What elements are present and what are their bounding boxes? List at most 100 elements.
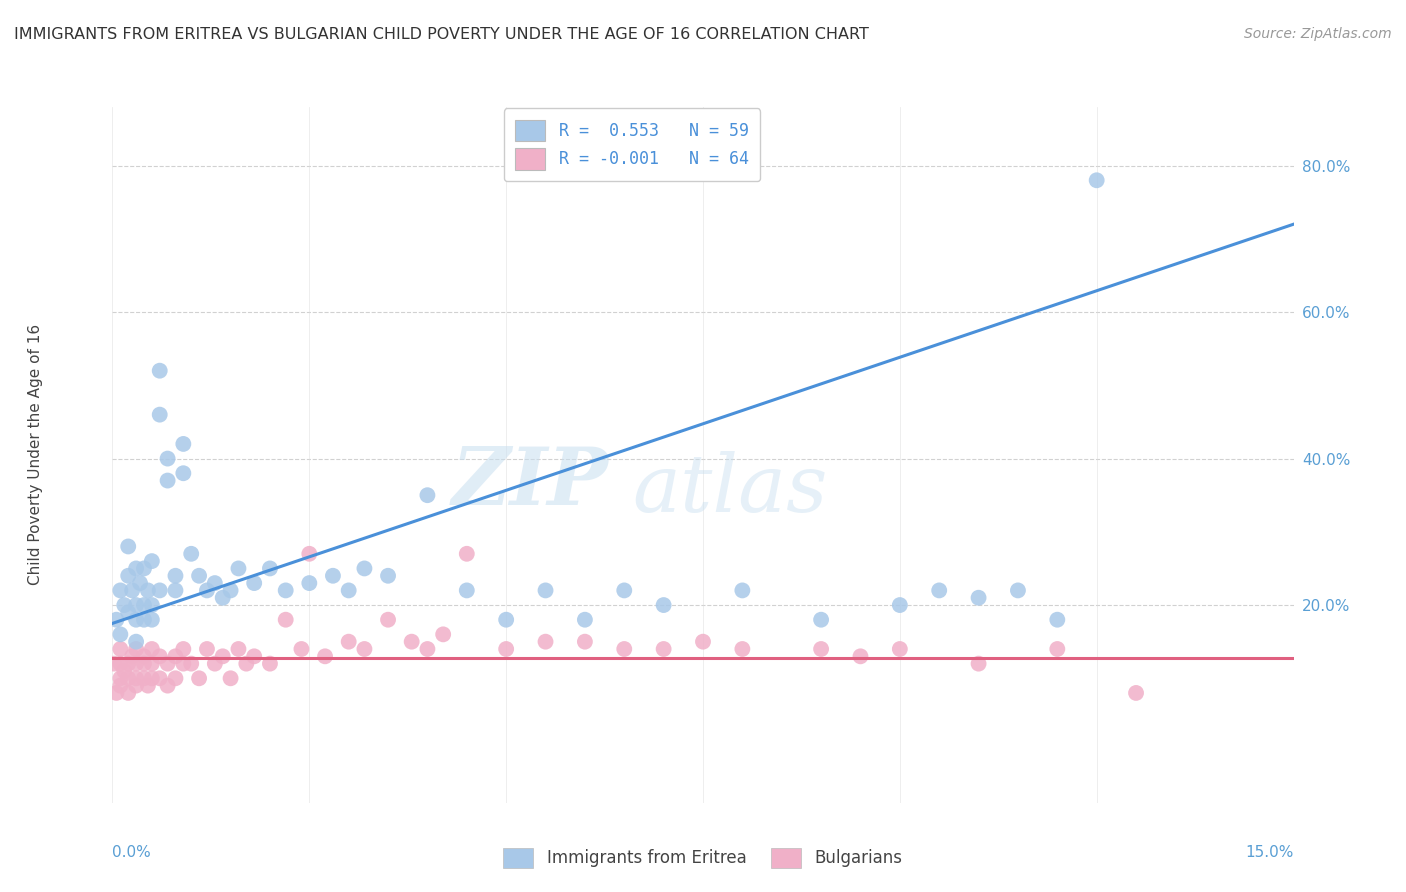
Point [574,634,596,648]
Point [165,583,187,598]
Point [141,598,163,612]
Point [204,576,226,591]
Point [125,598,148,612]
Point [125,613,148,627]
Point [117,671,139,685]
Point [132,649,155,664]
Text: atlas: atlas [633,451,828,528]
Point [149,671,172,685]
Point [141,642,163,657]
Point [141,554,163,568]
Point [110,679,132,693]
Point [534,583,557,598]
Point [121,649,143,664]
Point [353,642,375,657]
Text: 0.0%: 0.0% [112,845,152,860]
Point [259,657,281,671]
Text: Source: ZipAtlas.com: Source: ZipAtlas.com [1244,27,1392,41]
Point [416,642,439,657]
Legend: Immigrants from Eritrea, Bulgarians: Immigrants from Eritrea, Bulgarians [496,841,910,875]
Point [1125,686,1147,700]
Point [495,613,517,627]
Point [132,613,155,627]
Point [103,657,125,671]
Point [652,598,675,612]
Point [1046,613,1069,627]
Point [105,686,128,700]
Point [165,649,187,664]
Point [495,642,517,657]
Point [849,649,872,664]
Point [125,561,148,575]
Point [156,657,179,671]
Point [731,642,754,657]
Point [117,686,139,700]
Point [125,671,148,685]
Point [110,583,132,598]
Point [117,657,139,671]
Point [112,664,135,678]
Point [172,437,194,451]
Point [574,613,596,627]
Point [110,657,132,671]
Text: Child Poverty Under the Age of 16: Child Poverty Under the Age of 16 [28,325,44,585]
Text: ZIP: ZIP [451,444,609,522]
Point [243,649,266,664]
Point [1046,642,1069,657]
Point [219,583,242,598]
Point [136,583,159,598]
Point [322,568,344,582]
Point [180,657,202,671]
Point [195,642,218,657]
Point [149,364,172,378]
Point [110,671,132,685]
Point [141,671,163,685]
Point [165,568,187,582]
Point [136,679,159,693]
Point [117,568,139,582]
Point [149,583,172,598]
Point [219,671,242,685]
Point [416,488,439,502]
Point [149,408,172,422]
Point [129,576,152,591]
Point [337,583,360,598]
Point [228,561,250,575]
Point [810,613,832,627]
Point [149,649,172,664]
Point [377,568,399,582]
Point [117,540,139,554]
Point [928,583,950,598]
Point [401,634,423,648]
Point [211,591,233,605]
Point [188,671,211,685]
Point [180,547,202,561]
Point [298,576,321,591]
Point [456,583,478,598]
Point [353,561,375,575]
Point [314,649,336,664]
Point [132,561,155,575]
Point [132,598,155,612]
Point [165,671,187,685]
Point [692,634,714,648]
Point [534,634,557,648]
Point [613,642,636,657]
Point [110,642,132,657]
Point [243,576,266,591]
Text: 15.0%: 15.0% [1246,845,1294,860]
Point [889,598,911,612]
Point [132,671,155,685]
Point [456,547,478,561]
Point [132,657,155,671]
Point [125,679,148,693]
Point [125,634,148,648]
Legend: R =  0.553   N = 59, R = -0.001   N = 64: R = 0.553 N = 59, R = -0.001 N = 64 [503,109,761,181]
Point [204,657,226,671]
Point [141,657,163,671]
Point [211,649,233,664]
Point [337,634,360,648]
Point [377,613,399,627]
Point [125,657,148,671]
Point [121,583,143,598]
